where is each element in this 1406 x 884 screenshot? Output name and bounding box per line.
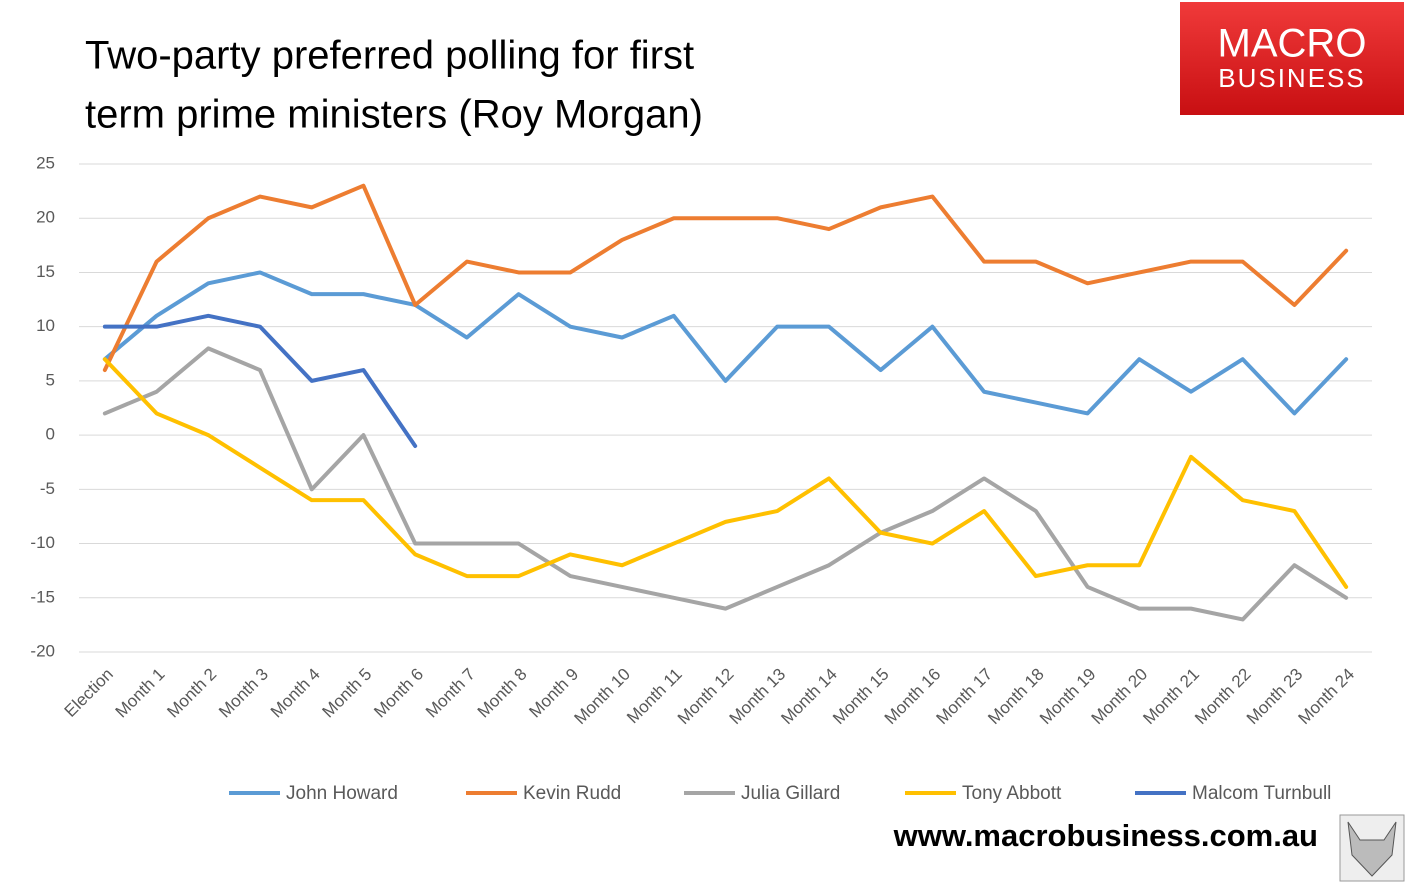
x-tick-label: Month 22 (1191, 665, 1255, 729)
y-tick-label: 15 (36, 262, 55, 281)
y-tick-label: 5 (46, 370, 55, 389)
y-tick-label: -15 (30, 587, 55, 606)
logo-text: MACRO (1218, 22, 1367, 66)
legend-label: Julia Gillard (741, 783, 840, 804)
legend-label: Tony Abbott (962, 783, 1062, 804)
series-line (102, 357, 1349, 589)
x-tick-label: Month 3 (215, 665, 272, 722)
x-tick-label: Month 13 (726, 665, 790, 729)
x-tick-label: Month 14 (777, 665, 841, 729)
x-tick-label: Month 20 (1088, 665, 1152, 729)
chart-title: Two-party preferred polling for first (85, 34, 694, 78)
chart-title: term prime ministers (Roy Morgan) (85, 93, 703, 137)
x-tick-label: Month 21 (1139, 665, 1203, 729)
x-tick-label: Month 6 (370, 665, 427, 722)
x-tick-label: Month 8 (474, 665, 531, 722)
x-tick-label: Month 4 (267, 665, 324, 722)
y-tick-label: 0 (46, 425, 55, 444)
y-tick-label: 20 (36, 208, 55, 227)
x-tick-label: Month 10 (570, 665, 634, 729)
series-line (102, 270, 1349, 416)
x-tick-label: Month 17 (933, 665, 997, 729)
x-tick-label: Month 19 (1036, 665, 1100, 729)
y-tick-label: -5 (40, 479, 55, 498)
x-tick-label: Month 2 (163, 665, 220, 722)
series-line (102, 313, 418, 448)
series-line (102, 346, 1349, 622)
x-tick-label: Month 16 (881, 665, 945, 729)
series-line (102, 183, 1349, 373)
x-tick-label: Month 1 (112, 665, 169, 722)
x-tick-label: Month 18 (984, 665, 1048, 729)
x-tick-label: Month 5 (319, 665, 376, 722)
x-tick-label: Month 15 (829, 665, 893, 729)
y-tick-label: 25 (36, 153, 55, 172)
x-tick-label: Month 12 (674, 665, 738, 729)
logo-box (1180, 2, 1404, 115)
wolf-icon (1347, 821, 1397, 877)
logo-text: BUSINESS (1218, 63, 1366, 93)
x-tick-label: Election (61, 665, 117, 721)
x-tick-label: Month 24 (1295, 665, 1359, 729)
y-tick-label: 10 (36, 316, 55, 335)
x-tick-label: Month 23 (1243, 665, 1307, 729)
y-tick-label: -10 (30, 533, 55, 552)
website: www.macrobusiness.com.au (893, 818, 1318, 853)
legend-label: John Howard (286, 783, 398, 804)
legend-label: Malcom Turnbull (1192, 783, 1331, 804)
legend-label: Kevin Rudd (523, 783, 621, 804)
x-tick-label: Month 7 (422, 665, 479, 722)
y-tick-label: -20 (30, 641, 55, 660)
